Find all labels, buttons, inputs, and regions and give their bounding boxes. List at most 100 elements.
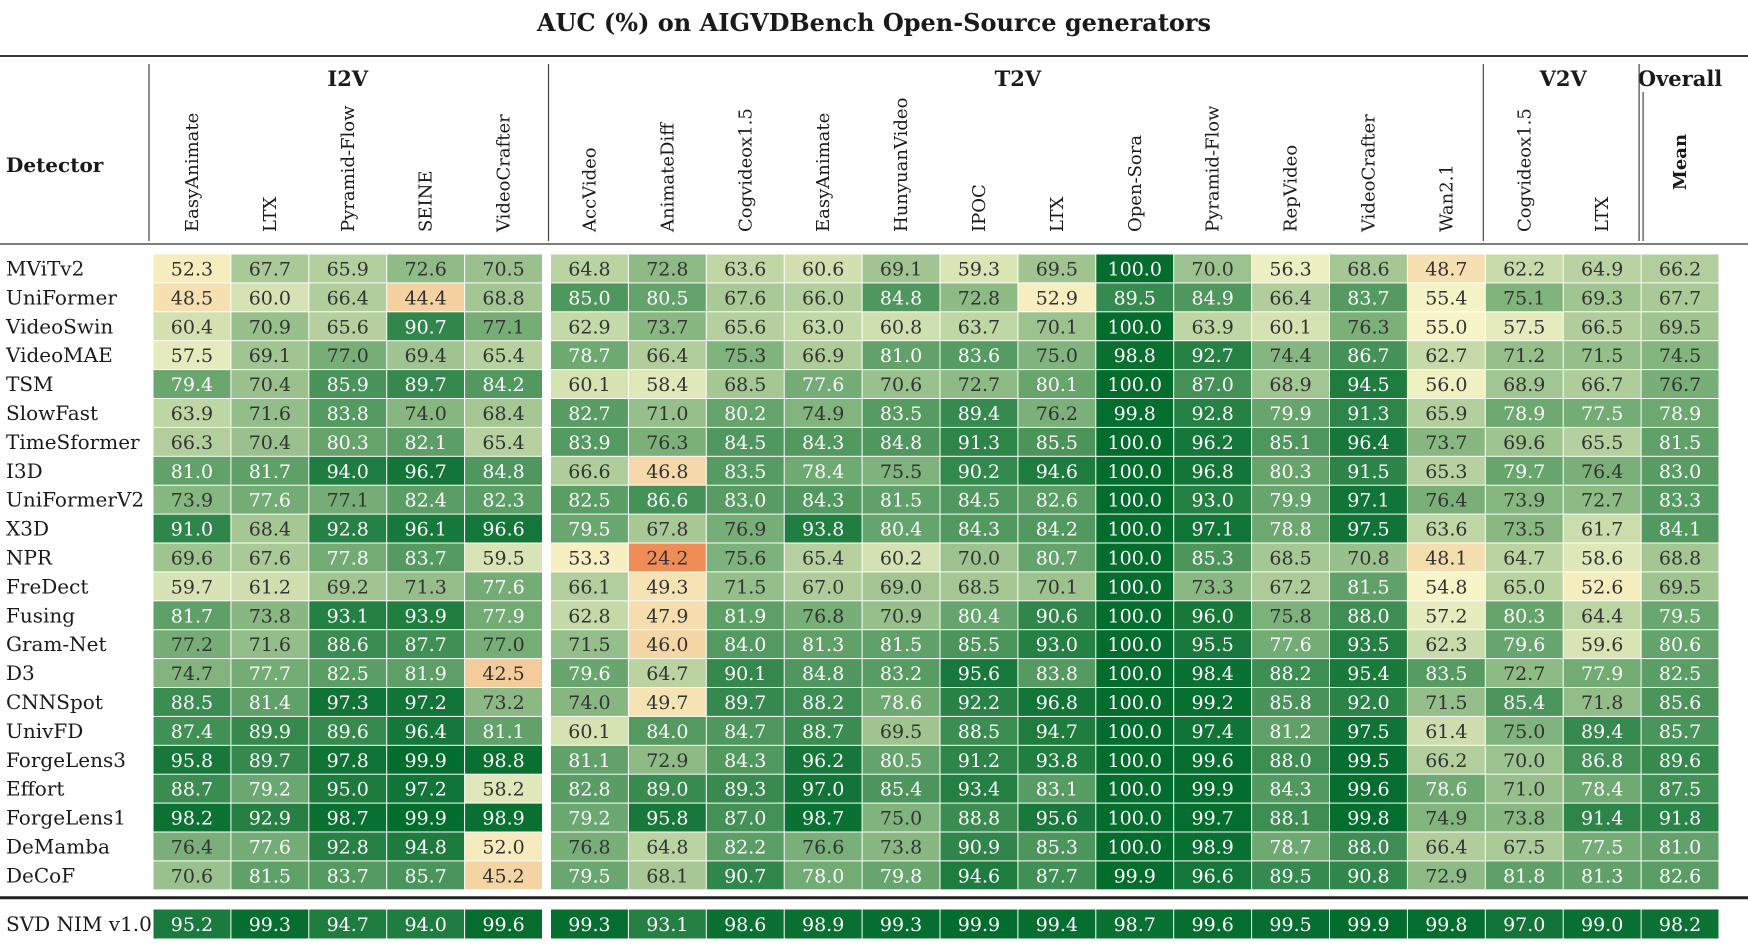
heatmap-row-cell-value: 69.0 bbox=[880, 576, 922, 598]
heatmap-row-cell-value: 62.8 bbox=[568, 605, 610, 627]
heatmap-row-cell-value: 74.5 bbox=[1659, 345, 1701, 367]
heatmap-row-cell bbox=[309, 861, 387, 890]
heatmap-row-cell bbox=[862, 370, 940, 398]
heatmap-row-cell bbox=[387, 716, 465, 745]
heatmap-row-cell bbox=[862, 688, 940, 716]
heatmap-row-cell bbox=[231, 601, 309, 630]
heatmap-row-cell bbox=[465, 312, 542, 341]
heatmap-row-cell bbox=[465, 485, 542, 514]
heatmap-row-cell-value: 68.8 bbox=[1659, 547, 1701, 569]
heatmap-row-cell-value: 64.9 bbox=[1581, 258, 1623, 280]
heatmap-row-cell bbox=[153, 630, 231, 659]
heatmap-row-cell bbox=[628, 832, 706, 861]
heatmap-row-cell bbox=[1563, 774, 1641, 803]
highlight-row-cell bbox=[1096, 909, 1174, 939]
highlight-row-cell-value: 99.5 bbox=[1269, 914, 1311, 936]
heatmap-row-cell-value: 69.4 bbox=[404, 345, 446, 367]
column-label-t2v-wan2-1: Wan2.1 bbox=[1436, 164, 1457, 232]
heatmap-row-cell-value: 77.0 bbox=[327, 345, 369, 367]
heatmap-row-cell-value: 60.1 bbox=[1269, 316, 1311, 338]
heatmap-row-detector-label: TSM bbox=[6, 372, 54, 396]
heatmap-row-cell-value: 42.5 bbox=[482, 663, 524, 685]
heatmap-row-cell bbox=[628, 485, 706, 514]
heatmap-row-cell bbox=[309, 341, 387, 370]
heatmap-row-cell-value: 57.2 bbox=[1425, 605, 1467, 627]
heatmap-row-cell bbox=[1641, 803, 1719, 832]
heatmap-row-cell-value: 96.1 bbox=[404, 519, 446, 541]
heatmap-row-cell-value: 95.4 bbox=[1347, 663, 1389, 685]
heatmap-row-cell bbox=[706, 399, 784, 427]
heatmap-row-cell-value: 76.3 bbox=[1347, 316, 1389, 338]
heatmap-row-cell bbox=[1563, 370, 1641, 398]
heatmap-row-cell bbox=[1096, 399, 1174, 427]
heatmap-row-cell-value: 76.4 bbox=[1425, 490, 1467, 512]
heatmap-row-cell bbox=[1330, 456, 1407, 485]
heatmap-row-cell bbox=[231, 283, 309, 312]
heatmap-row-cell-value: 84.0 bbox=[646, 721, 688, 743]
heatmap-row-cell-value: 88.6 bbox=[327, 634, 369, 656]
heatmap-row-cell-value: 66.5 bbox=[1581, 316, 1623, 338]
heatmap-row-cell bbox=[387, 283, 465, 312]
heatmap-row-cell-value: 57.5 bbox=[1503, 316, 1545, 338]
heatmap-row-cell-value: 66.9 bbox=[802, 345, 844, 367]
heatmap-row-cell-value: 96.2 bbox=[1191, 432, 1233, 454]
heatmap-row-cell-value: 93.8 bbox=[802, 519, 844, 541]
heatmap-row-cell-value: 99.7 bbox=[1191, 808, 1233, 830]
heatmap-row-cell bbox=[1252, 312, 1329, 341]
highlight-row-cell-value: 99.9 bbox=[958, 914, 1000, 936]
heatmap-row-cell bbox=[1485, 601, 1563, 630]
heatmap-row-cell bbox=[784, 659, 862, 687]
heatmap-row-cell bbox=[1174, 456, 1252, 485]
heatmap-row-cell-value: 87.7 bbox=[404, 634, 446, 656]
heatmap-row-cell-value: 81.7 bbox=[249, 461, 291, 483]
heatmap-row-cell-value: 77.9 bbox=[482, 605, 524, 627]
heatmap-row-cell-value: 79.5 bbox=[1659, 605, 1701, 627]
heatmap-row-cell-value: 83.3 bbox=[1659, 490, 1701, 512]
heatmap-row-cell bbox=[1407, 688, 1485, 716]
heatmap-row-cell bbox=[1563, 803, 1641, 832]
heatmap-row-cell-value: 84.7 bbox=[724, 721, 766, 743]
heatmap-row-cell-value: 80.3 bbox=[327, 432, 369, 454]
heatmap-row-cell-value: 59.5 bbox=[482, 547, 524, 569]
heatmap-row-cell-value: 85.8 bbox=[1269, 692, 1311, 714]
heatmap-row-cell bbox=[1485, 427, 1563, 456]
heatmap-row-cell-value: 79.8 bbox=[880, 865, 922, 887]
heatmap-row-cell bbox=[231, 543, 309, 572]
heatmap-row-cell-value: 79.5 bbox=[568, 519, 610, 541]
heatmap-row-cell bbox=[1641, 312, 1719, 341]
heatmap-row-cell-value: 94.8 bbox=[404, 836, 446, 858]
heatmap-row-cell bbox=[1018, 399, 1096, 427]
heatmap-row-cell bbox=[551, 399, 628, 427]
heatmap-row-detector-label: UniFormer bbox=[6, 285, 117, 309]
heatmap-row-cell-value: 81.4 bbox=[249, 692, 291, 714]
heatmap-row-cell-value: 96.2 bbox=[802, 750, 844, 772]
heatmap-row-cell bbox=[551, 341, 628, 370]
heatmap-row-cell bbox=[387, 601, 465, 630]
heatmap-row-cell bbox=[309, 485, 387, 514]
heatmap-row-cell-value: 90.1 bbox=[724, 663, 766, 685]
heatmap-row-cell-value: 69.5 bbox=[1659, 316, 1701, 338]
heatmap-row-cell bbox=[1407, 485, 1485, 514]
column-label-t2v-repvideo: RepVideo bbox=[1281, 145, 1302, 232]
heatmap-row-cell bbox=[628, 427, 706, 456]
heatmap-row-cell bbox=[1174, 543, 1252, 572]
heatmap-row-cell bbox=[1174, 485, 1252, 514]
heatmap-row-cell-value: 78.4 bbox=[1581, 779, 1623, 801]
heatmap-row-cell bbox=[940, 456, 1018, 485]
heatmap-row-cell-value: 60.2 bbox=[880, 547, 922, 569]
heatmap-row-cell bbox=[231, 659, 309, 687]
heatmap-row-cell-value: 74.9 bbox=[802, 403, 844, 425]
heatmap-row-cell bbox=[940, 601, 1018, 630]
heatmap-row-cell-value: 44.4 bbox=[404, 287, 446, 309]
heatmap-row-cell bbox=[153, 572, 231, 601]
heatmap-row-cell-value: 91.3 bbox=[958, 432, 1000, 454]
heatmap-row-cell-value: 77.6 bbox=[802, 374, 844, 396]
heatmap-row-cell-value: 75.8 bbox=[1269, 605, 1311, 627]
heatmap-row-cell-value: 70.6 bbox=[880, 374, 922, 396]
heatmap-row-detector-label: D3 bbox=[6, 661, 35, 685]
heatmap-row-cell bbox=[628, 543, 706, 572]
highlight-row-cell-value: 98.9 bbox=[802, 914, 844, 936]
heatmap-row-cell bbox=[706, 312, 784, 341]
heatmap-row-cell bbox=[1641, 601, 1719, 630]
heatmap-row-cell-value: 83.7 bbox=[1347, 287, 1389, 309]
